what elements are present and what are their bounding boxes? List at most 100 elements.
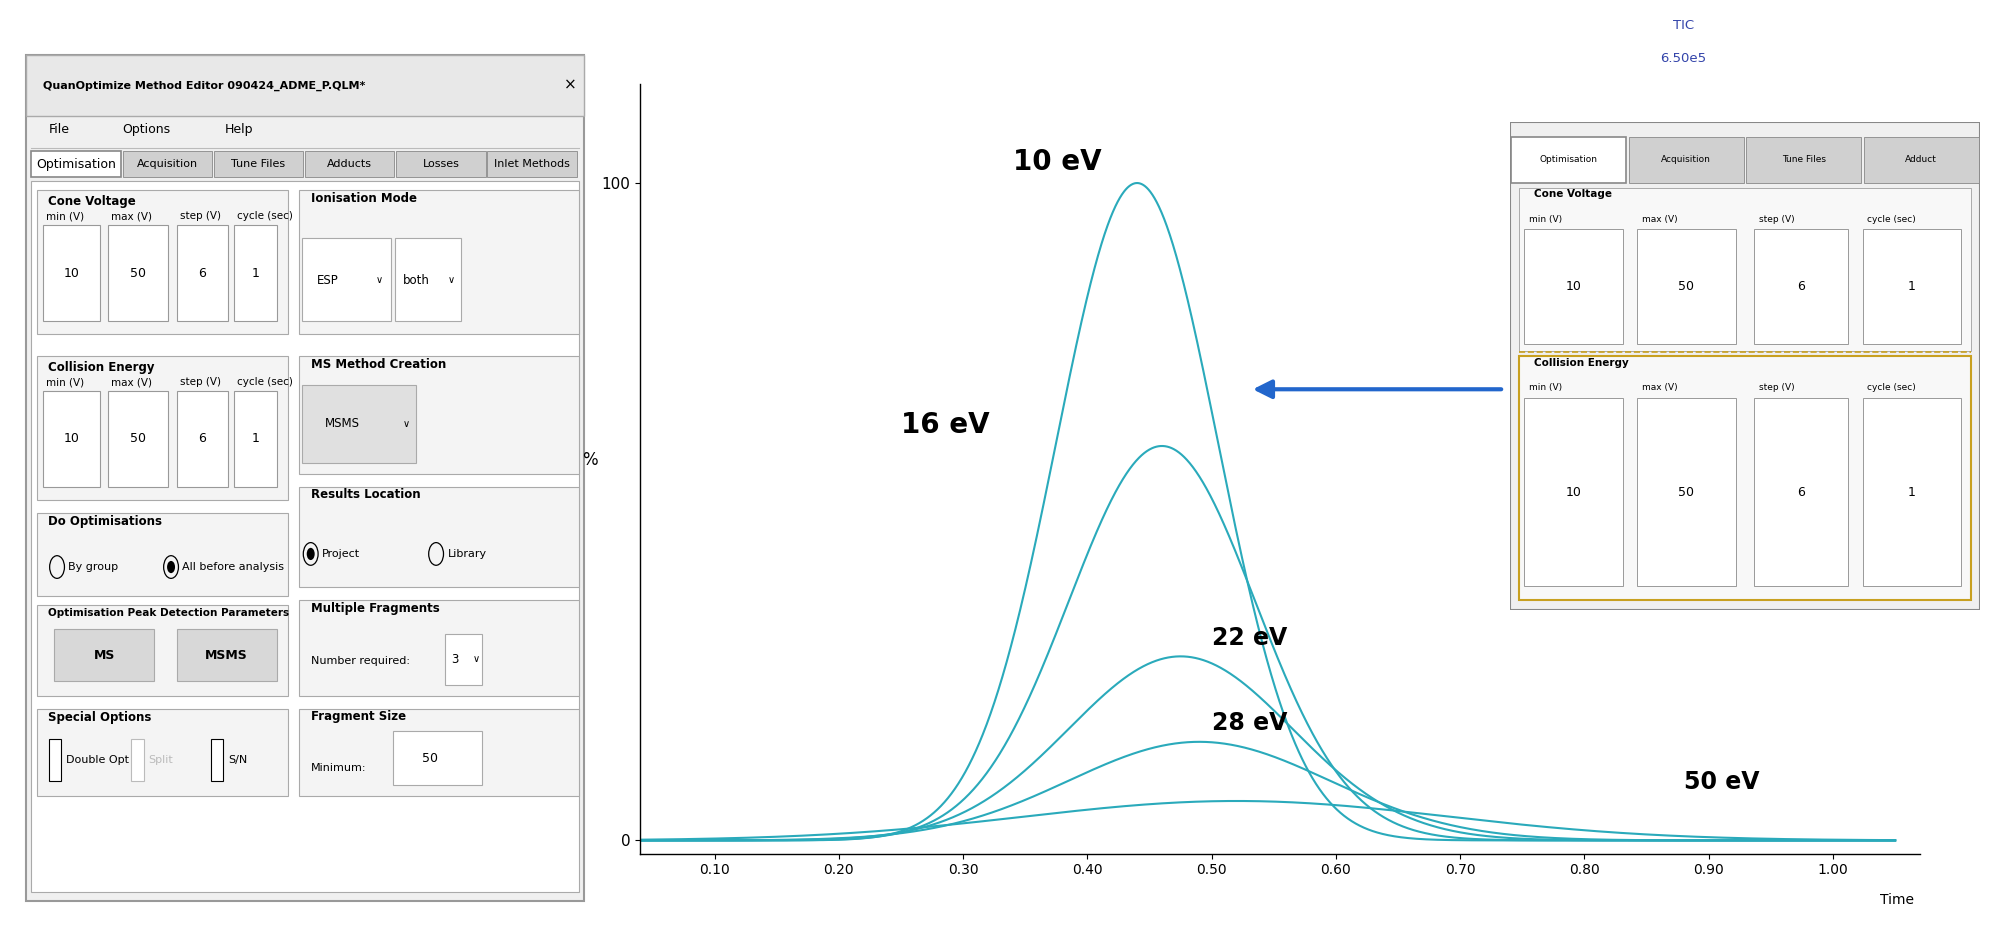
Text: 50: 50 — [130, 432, 146, 446]
Text: Cone Voltage: Cone Voltage — [48, 195, 136, 208]
Text: Tune Files: Tune Files — [232, 159, 286, 169]
FancyBboxPatch shape — [302, 385, 416, 463]
FancyBboxPatch shape — [300, 487, 578, 587]
FancyBboxPatch shape — [304, 151, 394, 177]
Text: 1: 1 — [1908, 486, 1916, 499]
Text: Optimisation Peak Detection Parameters: Optimisation Peak Detection Parameters — [48, 608, 290, 618]
FancyBboxPatch shape — [300, 190, 578, 334]
Text: 3: 3 — [452, 653, 458, 666]
FancyBboxPatch shape — [488, 151, 576, 177]
Text: File: File — [48, 123, 70, 136]
FancyBboxPatch shape — [1864, 137, 1978, 183]
FancyBboxPatch shape — [1524, 399, 1622, 586]
FancyBboxPatch shape — [1520, 188, 1970, 351]
FancyBboxPatch shape — [300, 600, 578, 696]
FancyBboxPatch shape — [176, 391, 228, 487]
Text: Acquisition: Acquisition — [1662, 156, 1712, 164]
FancyBboxPatch shape — [1746, 137, 1862, 183]
FancyBboxPatch shape — [1754, 399, 1848, 586]
Text: ∨: ∨ — [402, 419, 410, 429]
FancyBboxPatch shape — [396, 151, 486, 177]
FancyBboxPatch shape — [394, 731, 482, 785]
FancyBboxPatch shape — [38, 356, 288, 500]
Text: 16 eV: 16 eV — [900, 412, 990, 439]
FancyBboxPatch shape — [176, 629, 276, 681]
Text: Fragment Size: Fragment Size — [310, 710, 406, 722]
FancyBboxPatch shape — [1628, 137, 1744, 183]
FancyBboxPatch shape — [54, 629, 154, 681]
Circle shape — [306, 548, 314, 560]
Text: max (V): max (V) — [112, 211, 152, 221]
Text: 6: 6 — [1798, 486, 1806, 499]
Text: 6.50e5: 6.50e5 — [1660, 53, 1706, 65]
FancyBboxPatch shape — [26, 55, 584, 901]
Text: 22 eV: 22 eV — [1212, 626, 1286, 650]
Text: Minimum:: Minimum: — [310, 763, 366, 773]
Text: ∨: ∨ — [448, 275, 456, 285]
Text: 50: 50 — [130, 266, 146, 280]
Text: ESP: ESP — [316, 274, 338, 286]
Text: 50: 50 — [1678, 486, 1694, 499]
Text: By group: By group — [68, 562, 118, 572]
Text: Optimisation: Optimisation — [36, 158, 116, 171]
FancyBboxPatch shape — [214, 151, 304, 177]
FancyBboxPatch shape — [48, 739, 62, 780]
Text: ∨: ∨ — [376, 275, 382, 285]
Text: min (V): min (V) — [46, 211, 84, 221]
FancyArrowPatch shape — [1258, 382, 1502, 397]
Text: step (V): step (V) — [180, 377, 220, 387]
Text: min (V): min (V) — [46, 377, 84, 387]
Text: Acquisition: Acquisition — [136, 159, 198, 169]
Text: min (V): min (V) — [1528, 215, 1562, 224]
Text: 50 eV: 50 eV — [1684, 770, 1760, 794]
Text: Adduct: Adduct — [1906, 156, 1938, 164]
FancyBboxPatch shape — [32, 181, 578, 892]
FancyBboxPatch shape — [132, 739, 144, 780]
FancyBboxPatch shape — [38, 605, 288, 696]
FancyBboxPatch shape — [1636, 399, 1736, 586]
FancyBboxPatch shape — [300, 356, 578, 474]
FancyBboxPatch shape — [122, 151, 212, 177]
FancyBboxPatch shape — [1520, 356, 1970, 600]
Text: Optimisation: Optimisation — [1540, 156, 1598, 164]
Text: cycle (sec): cycle (sec) — [236, 377, 292, 387]
Text: 1: 1 — [252, 266, 260, 280]
FancyBboxPatch shape — [234, 391, 276, 487]
Text: 28 eV: 28 eV — [1212, 711, 1288, 735]
Text: cycle (sec): cycle (sec) — [1868, 384, 1916, 392]
Text: ∨: ∨ — [472, 655, 480, 664]
FancyBboxPatch shape — [38, 709, 288, 796]
Text: Collision Energy: Collision Energy — [48, 361, 156, 373]
Text: 10: 10 — [1566, 280, 1582, 294]
Text: Losses: Losses — [422, 159, 460, 169]
Text: MSMS: MSMS — [324, 417, 360, 431]
FancyBboxPatch shape — [1510, 122, 1980, 610]
Text: Time: Time — [1880, 893, 1914, 907]
Text: Cone Voltage: Cone Voltage — [1534, 189, 1612, 199]
FancyBboxPatch shape — [1512, 137, 1626, 183]
Text: 1: 1 — [252, 432, 260, 446]
FancyBboxPatch shape — [234, 225, 276, 321]
FancyBboxPatch shape — [1862, 229, 1962, 344]
FancyBboxPatch shape — [42, 391, 100, 487]
Text: max (V): max (V) — [1642, 384, 1678, 392]
FancyBboxPatch shape — [42, 225, 100, 321]
Text: cycle (sec): cycle (sec) — [236, 211, 292, 221]
FancyBboxPatch shape — [32, 151, 120, 177]
FancyBboxPatch shape — [396, 238, 460, 321]
Text: Number required:: Number required: — [310, 657, 410, 666]
Text: ×: × — [564, 78, 576, 93]
FancyBboxPatch shape — [1524, 229, 1622, 344]
FancyBboxPatch shape — [302, 238, 390, 321]
FancyBboxPatch shape — [38, 190, 288, 334]
Text: step (V): step (V) — [1760, 215, 1794, 224]
Text: MS: MS — [94, 649, 114, 661]
FancyBboxPatch shape — [1862, 399, 1962, 586]
Text: Adducts: Adducts — [328, 159, 372, 169]
Text: Library: Library — [448, 549, 486, 559]
Text: Multiple Fragments: Multiple Fragments — [310, 602, 440, 615]
Text: 10: 10 — [64, 432, 80, 446]
FancyBboxPatch shape — [444, 634, 482, 685]
Text: max (V): max (V) — [1642, 215, 1678, 224]
Text: TIC: TIC — [1672, 19, 1694, 32]
